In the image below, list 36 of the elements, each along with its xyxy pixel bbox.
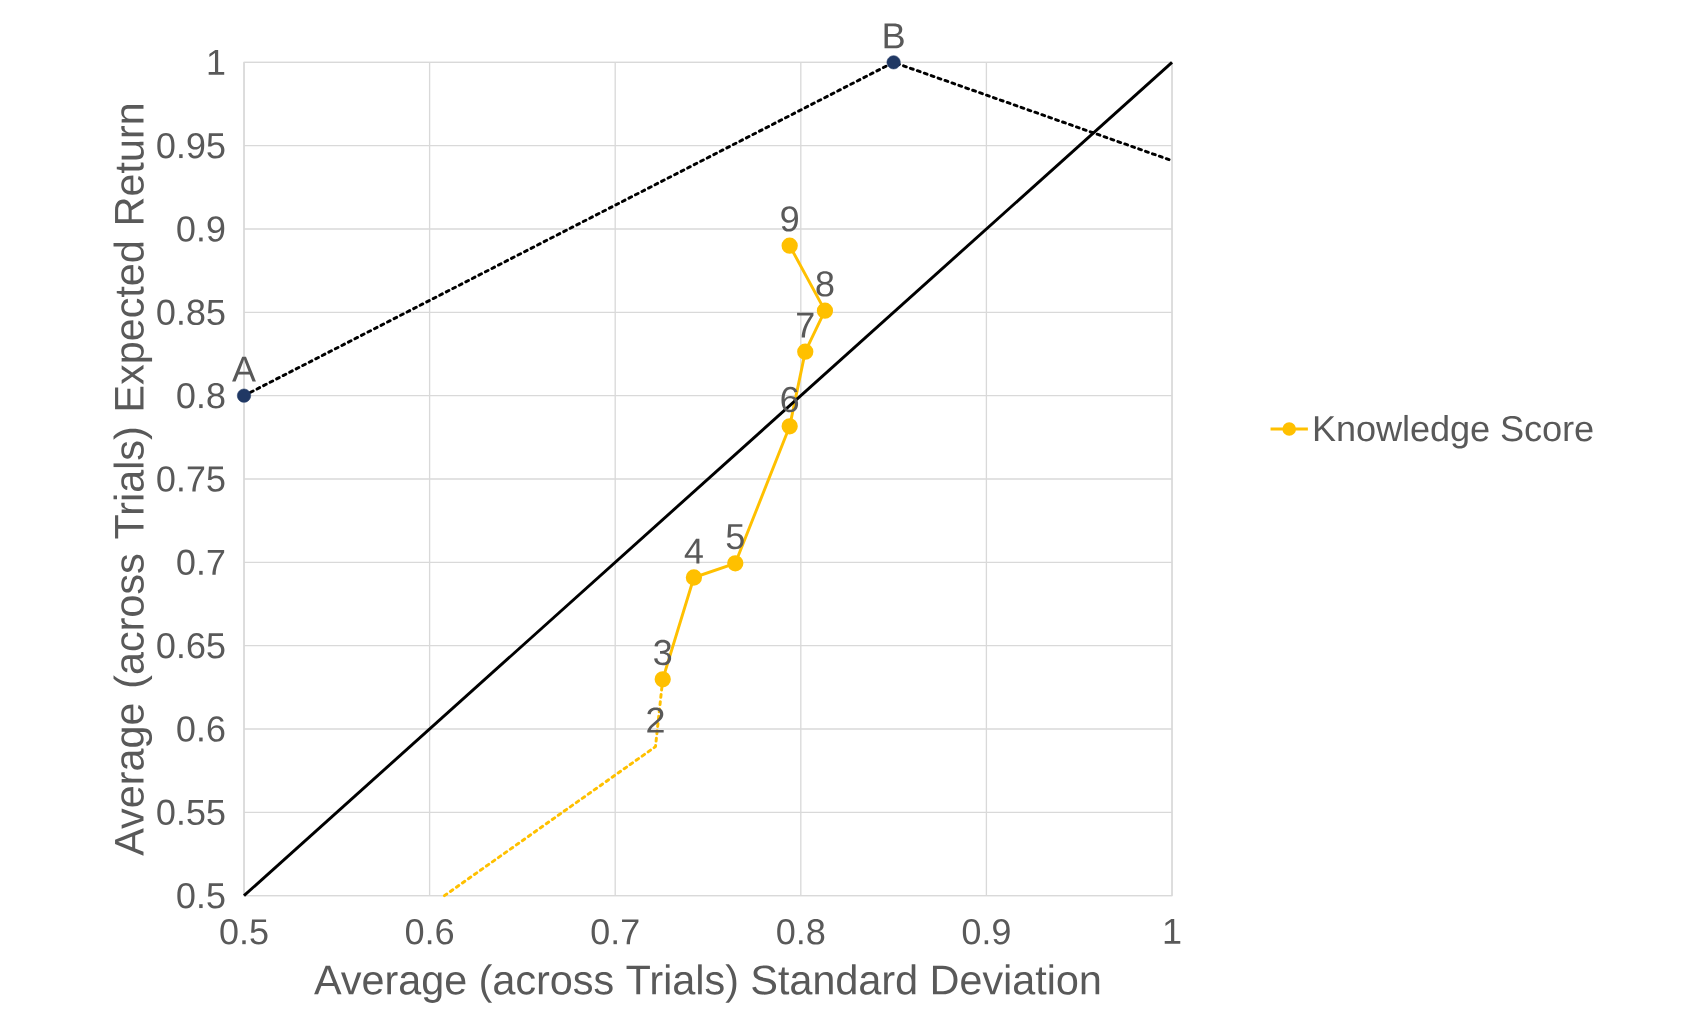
point — [727, 555, 744, 572]
x-tick-label: 0.7 — [591, 919, 639, 945]
annotation: 9 — [781, 206, 798, 232]
legend-label: Knowledge Score — [1314, 414, 1593, 449]
annotation: B — [884, 23, 904, 49]
point — [685, 569, 703, 586]
point — [797, 343, 814, 360]
y-tick-label: 0.5 — [177, 882, 225, 909]
point — [781, 418, 798, 435]
point — [654, 671, 671, 688]
x-axis-title: Average (across Trials) Standard Deviation — [314, 964, 1100, 1003]
x-tick-label: 0.8 — [777, 919, 825, 945]
y-tick-label: 0.6 — [177, 716, 225, 742]
y-tick-label: 0.65 — [157, 632, 225, 659]
point — [237, 388, 251, 403]
y-tick-label: 0.95 — [157, 132, 225, 159]
y-tick-label: 0.7 — [177, 549, 225, 576]
point — [816, 302, 834, 319]
annotation: 8 — [816, 271, 834, 297]
annotation: 7 — [797, 312, 814, 338]
annotation: 4 — [684, 538, 703, 564]
x-tick-label: 1 — [1164, 919, 1181, 944]
annotation: 5 — [726, 524, 744, 550]
annotation: A — [232, 356, 256, 382]
point — [886, 55, 901, 70]
point — [781, 237, 798, 254]
y-tick-label: 0.8 — [177, 382, 225, 409]
y-tick-label: 0.85 — [157, 299, 225, 326]
y-tick-label: 1 — [208, 49, 225, 75]
x-tick-label: 0.6 — [405, 919, 454, 945]
x-tick-label: 0.5 — [220, 919, 268, 945]
y-tick-label: 0.9 — [177, 216, 225, 242]
y-tick-label: 0.75 — [157, 466, 225, 492]
y-axis-title: Average (across Trials) Expected Return — [113, 105, 153, 856]
x-tick-label: 0.9 — [962, 919, 1010, 945]
y-tick-label: 0.55 — [157, 799, 225, 826]
